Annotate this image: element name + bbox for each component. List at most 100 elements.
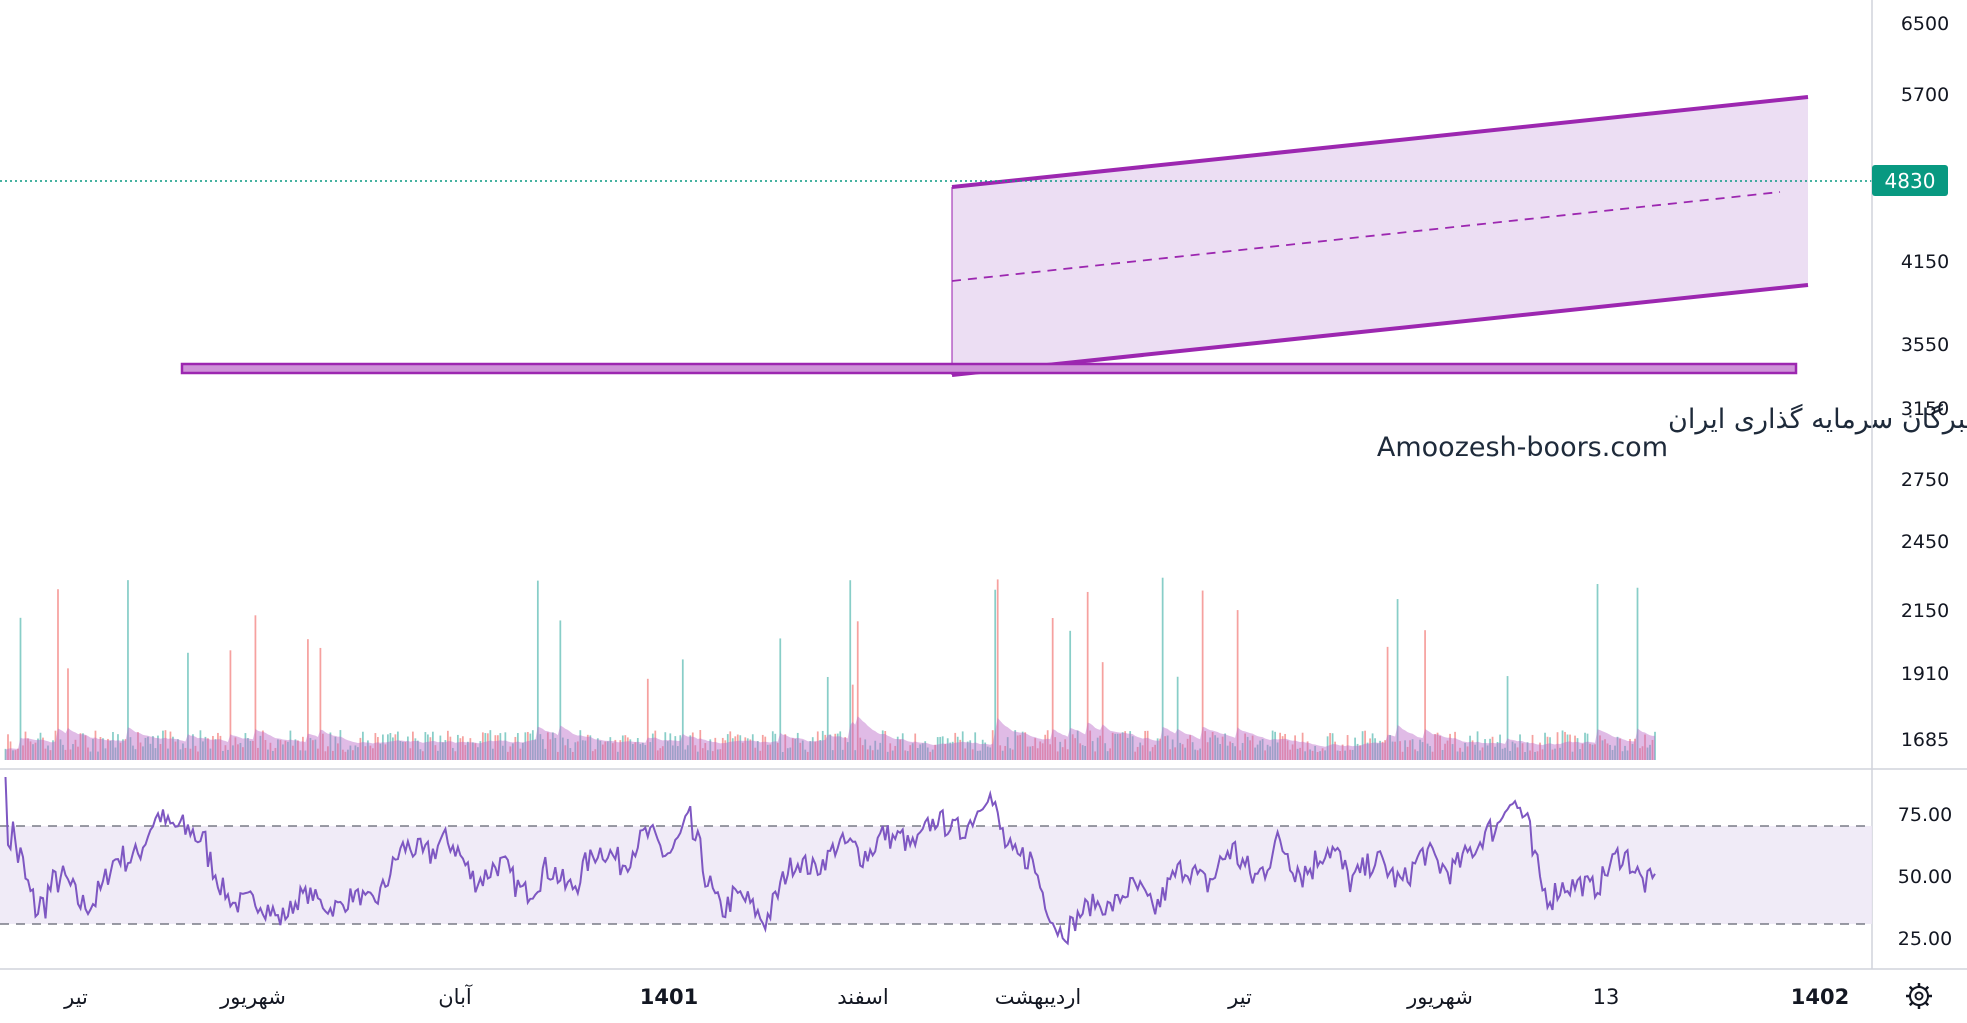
price-tick: 3550 [1901, 334, 1949, 356]
volume-bar [1226, 745, 1229, 760]
volume-bar [651, 733, 654, 760]
volume-bar [1139, 742, 1142, 760]
volume-bar [676, 746, 679, 760]
rsi-axis[interactable]: 75.00 50.00 25.00 [1898, 804, 1952, 950]
volume-bar [481, 732, 484, 760]
support-zone[interactable] [180, 362, 1798, 375]
volume-bar [19, 617, 22, 760]
time-axis[interactable]: تیر شهریور آبان 1401 اسفند اردیبهشت تیر … [63, 984, 1849, 1009]
volume-bar [282, 744, 284, 760]
volume-bar [412, 731, 414, 760]
volume-bar [1264, 750, 1266, 760]
volume-bar [631, 744, 634, 760]
volume-bar [586, 734, 589, 760]
volume-bar [1589, 743, 1591, 760]
volume-bar [1199, 748, 1202, 760]
volume-bar [114, 747, 117, 760]
volume-bar [521, 742, 524, 760]
volume-bar [152, 736, 154, 760]
volume-bar [207, 738, 209, 760]
volume-bar [222, 750, 224, 760]
volume-bar [1429, 746, 1431, 760]
volume-bar [1386, 646, 1389, 760]
volume-bar [1331, 733, 1334, 760]
volume-bar [1124, 731, 1127, 760]
volume-bar [706, 750, 709, 760]
volume-bar [279, 740, 282, 760]
volume-bar [64, 749, 67, 760]
volume-bar [352, 750, 354, 760]
volume-bar [834, 733, 837, 760]
volume-bar [699, 730, 702, 760]
volume-bar [549, 739, 552, 760]
volume-bar [921, 743, 924, 760]
volume-bar [1576, 738, 1579, 760]
volume-bar [1374, 738, 1376, 760]
current-price-badge[interactable]: 4830 [1872, 165, 1948, 196]
volume-bar [876, 749, 879, 760]
volume-bar [262, 730, 264, 760]
volume-bar [1061, 747, 1064, 760]
channel-upper-line[interactable] [951, 95, 1809, 189]
volume-bars [4, 577, 1656, 760]
price-tick: 1910 [1901, 663, 1949, 685]
volume-bar [801, 740, 804, 760]
volume-bar [1646, 747, 1649, 760]
volume-bar [1394, 741, 1396, 760]
volume-bar [302, 736, 304, 760]
volume-bar [1111, 732, 1114, 760]
volume-bar [317, 748, 319, 760]
rsi-line[interactable] [4, 776, 1656, 946]
volume-bar [961, 731, 964, 760]
volume-bar [1044, 734, 1047, 760]
volume-bar [334, 736, 337, 760]
volume-bar [506, 751, 509, 760]
rsi-tick: 75.00 [1898, 804, 1952, 826]
volume-bar [1594, 744, 1596, 760]
volume-bar [1604, 739, 1606, 760]
gear-icon[interactable] [1906, 983, 1932, 1009]
volume-bar [264, 740, 267, 760]
volume-bar [1196, 750, 1199, 760]
volume-bar [1206, 742, 1209, 760]
volume-bar [1109, 748, 1112, 760]
volume-bar [122, 739, 124, 760]
volume-bar [559, 620, 562, 760]
volume-bar [1026, 746, 1029, 760]
price-axis[interactable]: 6500 5700 4150 3550 3150 2750 2450 2150 … [1901, 13, 1949, 751]
channel-lower-line[interactable] [951, 283, 1809, 377]
volume-bar [1464, 742, 1466, 760]
volume-bar [169, 731, 172, 760]
volume-bar [889, 743, 892, 760]
volume-bar [886, 751, 889, 760]
volume-bar [1089, 730, 1092, 760]
volume-bar [379, 743, 382, 760]
volume-bar [544, 748, 547, 760]
volume-bar [909, 745, 912, 760]
volume-bar [454, 751, 457, 760]
volume-bar [142, 746, 144, 760]
volume-bar [1364, 730, 1366, 760]
volume-bar [1509, 750, 1511, 760]
volume-bar [1469, 735, 1471, 760]
volume-bar [189, 748, 192, 760]
volume-bar [289, 730, 292, 760]
volume-bar [649, 742, 652, 760]
volume-bar [446, 730, 449, 760]
volume-bar [1541, 749, 1544, 760]
volume-bar [1479, 750, 1481, 760]
volume-bar [816, 731, 819, 760]
volume-bar [934, 744, 937, 760]
volume-bar [244, 733, 247, 760]
volume-bar [674, 736, 677, 760]
rsi-band [0, 826, 1872, 924]
volume-bar [761, 734, 764, 760]
volume-bar [1389, 735, 1391, 760]
volume-bar [374, 733, 377, 760]
volume-bar [1286, 740, 1289, 760]
volume-bar [182, 743, 184, 760]
volume-bar [389, 733, 392, 760]
volume-bar [1409, 740, 1411, 760]
volume-bar [626, 737, 629, 760]
